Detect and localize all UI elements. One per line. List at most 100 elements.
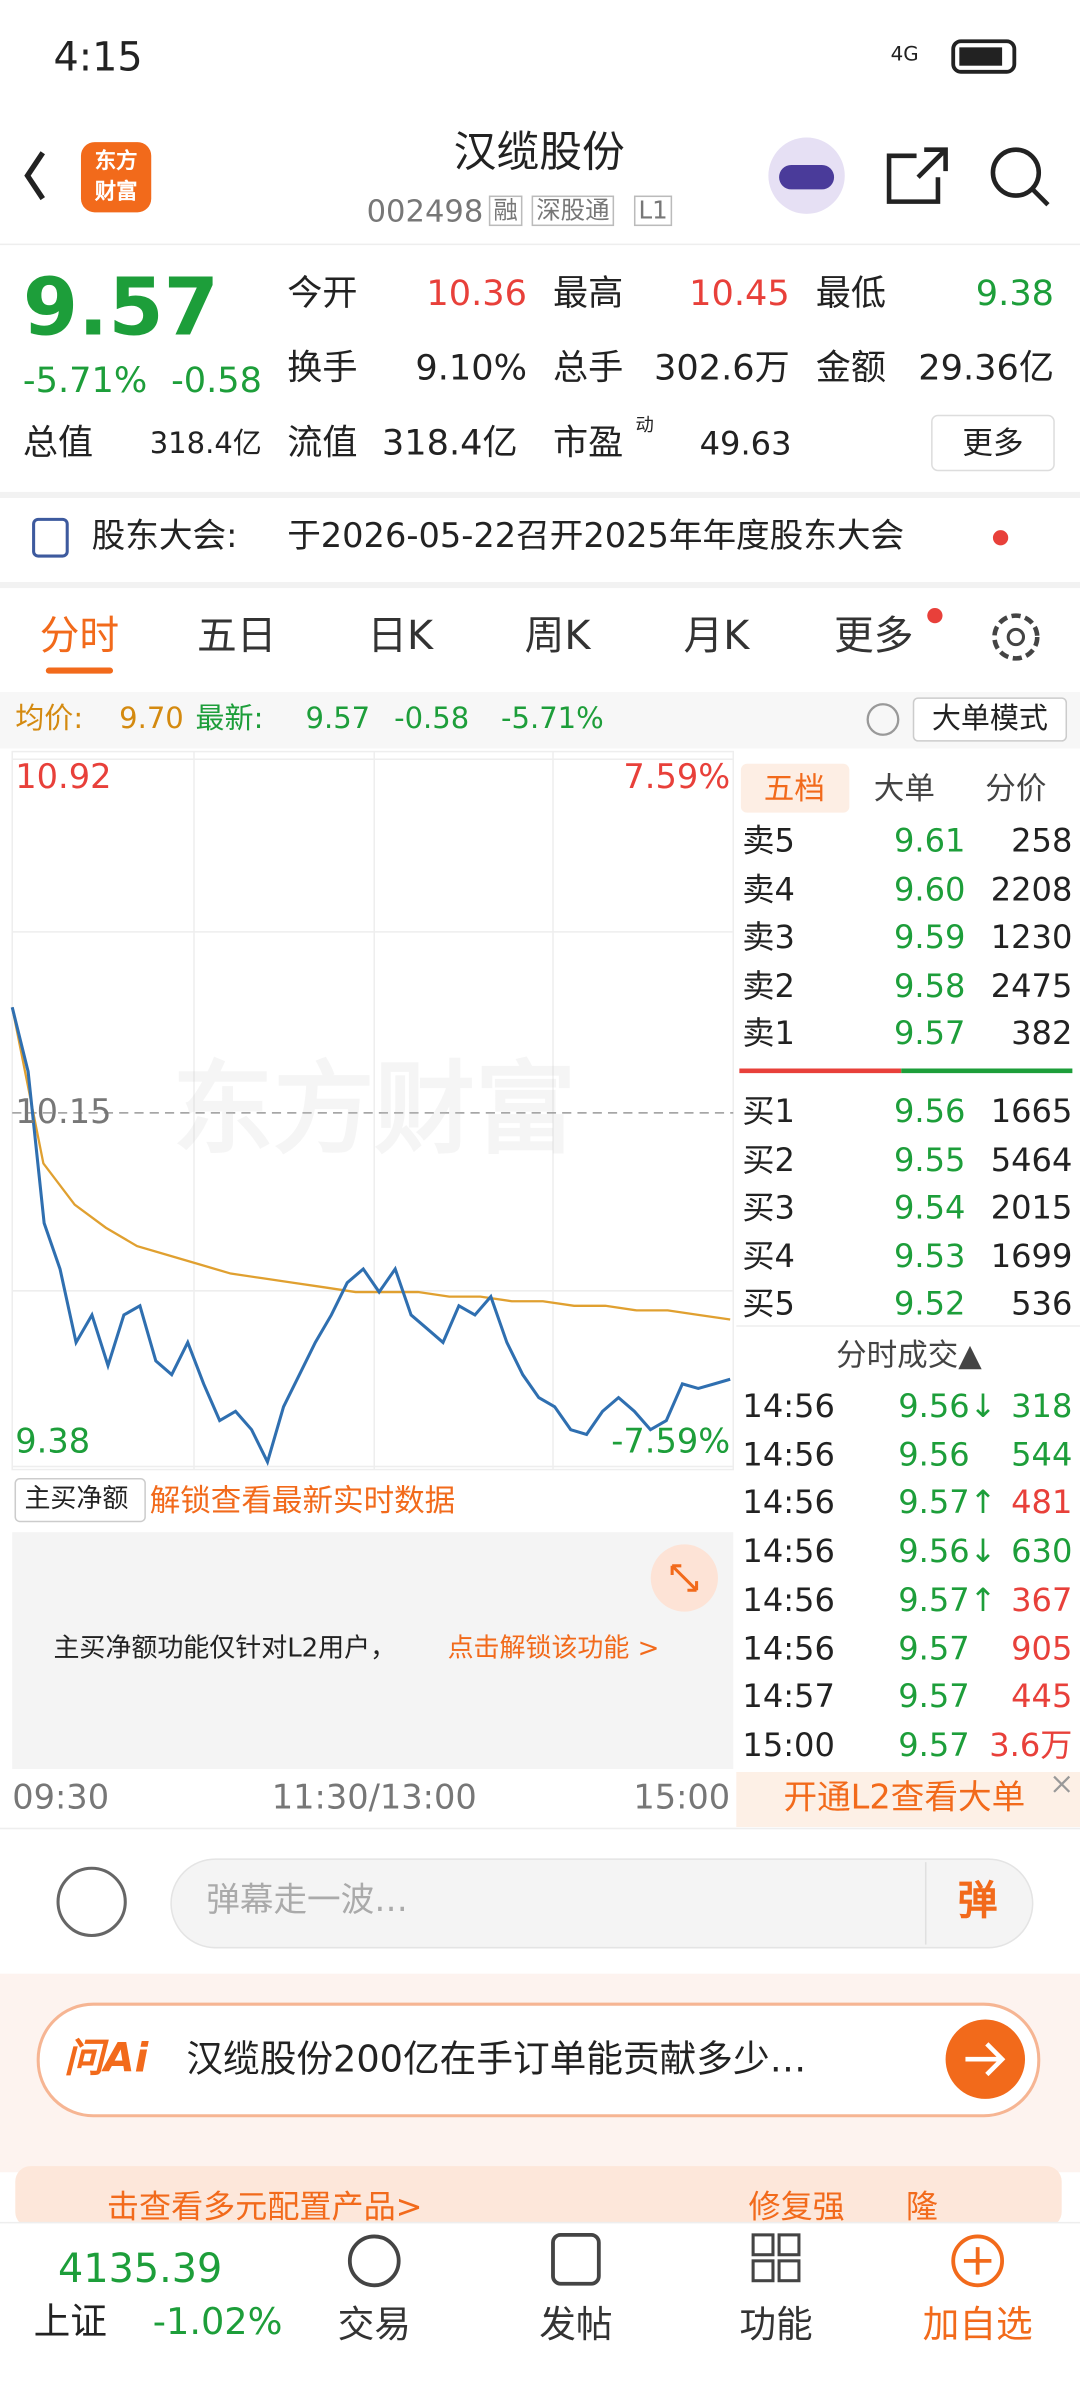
avg-line [11,1007,731,1321]
book-label: 卖1 [742,1015,795,1052]
banner-text: 击查看多元配置产品> [106,2188,423,2225]
latest-pct: -5.71% [501,701,604,736]
pct-label: -7.59% [611,1423,731,1462]
avg-label: 均价: [15,701,84,736]
trade-price: 9.57 [898,1726,970,1764]
change: -0.58 [171,361,263,401]
book-price: 9.57 [894,1015,966,1052]
book-price: 9.53 [894,1238,966,1275]
logo: 东方 [94,149,138,175]
notice-text[interactable]: 于2026-05-22召开2025年年度股东大会 [287,517,905,557]
tab[interactable]: 五日 [197,614,277,660]
unlock-link[interactable]: 解锁查看最新实时数据 [149,1481,456,1519]
trade-time: 14:56 [742,1484,835,1522]
book-price: 9.56 [894,1092,966,1130]
nav-item[interactable]: 发帖 [539,2303,613,2347]
field-value: 29.36亿 [918,349,1055,389]
l2-notice: 主买净额功能仅针对L2用户， [53,1633,397,1665]
stock-code: 002498 [366,192,484,230]
field-value: 10.36 [426,274,528,314]
book-volume: 1665 [990,1092,1073,1130]
trade-price: 9.56↓ [898,1387,997,1425]
book-price: 9.54 [894,1189,966,1226]
field-value: 302.6万 [654,349,790,389]
latest-value: 9.57 [305,701,371,736]
tab[interactable]: 日K [367,614,434,660]
trade-time: 14:56 [742,1436,835,1473]
nav-item[interactable]: 功能 [739,2303,813,2347]
field-label: 最低 [815,274,887,314]
book-volume: 1230 [990,918,1073,956]
logo: 财富 [94,180,138,205]
trade-price: 9.56↓ [898,1533,997,1570]
field-label: 最高 [552,274,624,314]
field-sup: 动 [635,413,654,436]
field-value: 9.38 [975,274,1055,314]
change-pct: -5.71% [22,361,148,401]
danmu-button[interactable]: 弹 [957,1878,998,1925]
book-volume: 2208 [990,871,1073,909]
tab[interactable]: 更多 [834,614,914,660]
trade-volume: 544 [1011,1436,1073,1473]
more-button[interactable]: 更多 [962,424,1024,462]
y-tick-label: 10.92 [15,759,112,798]
nav-item[interactable]: 交易 [337,2303,411,2347]
trade-volume: 630 [1011,1533,1073,1570]
status-time: 4:15 [53,35,143,81]
book-price: 9.55 [894,1141,966,1179]
trades-title: 分时成交▲ [836,1336,982,1374]
notice-label: 股东大会: [91,517,238,557]
tag: 融 [488,195,523,227]
field-label: 总值 [22,423,94,464]
trade-price: 9.57 [898,1678,970,1716]
field-label: 流值 [287,423,358,464]
price-line [10,1006,731,1467]
trade-volume: 318 [1011,1387,1073,1425]
book-price: 9.59 [894,918,966,956]
book-tab[interactable]: 大单 [873,769,935,807]
trade-time: 14:56 [742,1533,835,1570]
book-label: 卖2 [742,967,795,1005]
danmu-input[interactable]: 弹幕走一波… [206,1882,408,1921]
book-tab[interactable]: 分价 [985,769,1047,807]
x-tick-label: 15:00 [633,1779,731,1818]
tab[interactable]: 月K [683,614,750,660]
mode-button[interactable]: 大单模式 [931,701,1048,736]
trade-time: 14:56 [742,1387,835,1425]
field-label: 换手 [287,349,358,389]
book-volume: 258 [1011,822,1073,860]
field-value: 49.63 [699,425,792,463]
book-label: 买1 [742,1092,795,1130]
book-label: 卖5 [742,822,795,860]
dropdown[interactable]: 主买净额 [24,1484,129,1515]
price: 9.57 [22,262,219,355]
y-tick-label: 10.15 [15,1092,112,1132]
book-tab[interactable]: 五档 [763,769,825,807]
latest-change: -0.58 [394,701,470,736]
x-tick-label: 09:30 [12,1779,110,1818]
nav-item[interactable]: 加自选 [922,2303,1033,2347]
watermark: 东方财富 [172,1050,576,1169]
network: 4G [890,43,919,67]
banner-tag: 隆 [905,2188,938,2225]
index-name: 上证 [33,2300,107,2344]
index-change: -1.02% [152,2300,283,2344]
field-value: 10.45 [689,274,790,314]
trade-price: 9.57↑ [898,1484,997,1522]
book-volume: 536 [1011,1285,1073,1323]
field-value: 318.4亿 [149,426,262,461]
unlock-link[interactable]: 点击解锁该功能 > [447,1633,660,1665]
stock-title: 汉缆股份 [453,126,625,178]
trade-volume: 905 [1011,1629,1073,1667]
book-volume: 382 [1011,1015,1073,1052]
book-volume: 2475 [990,967,1073,1005]
l2-banner[interactable]: 开通L2查看大单 [783,1779,1026,1818]
tab[interactable]: 分时 [39,614,120,660]
ai-question[interactable]: 汉缆股份200亿在手订单能贡献多少… [186,2037,807,2081]
field-label: 总手 [552,349,624,389]
x-tick-label: 11:30/13:00 [271,1779,477,1818]
field-label: 今开 [287,274,358,314]
trade-volume: 367 [1011,1581,1073,1619]
tab[interactable]: 周K [524,614,591,660]
